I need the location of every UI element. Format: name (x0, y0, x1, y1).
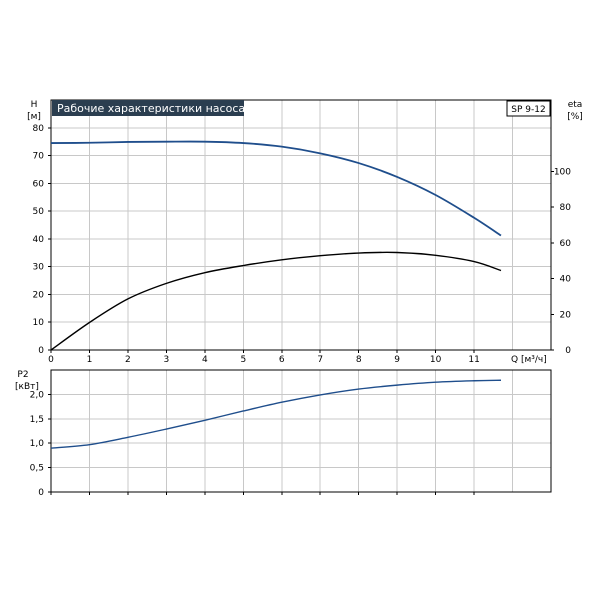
x-tick-label: 1 (87, 355, 93, 365)
efficiency-curve (50, 251, 502, 351)
y-right-tick-label: 80 (560, 203, 572, 213)
model-label: SP 9-12 (511, 105, 545, 115)
top-chart-ticks: 0 1 2 3 4 5 6 7 8 9 10 11 0 10 20 30 40 50 60 70 80 0 20 40 60 80… (33, 124, 572, 365)
head-curve (50, 140, 502, 237)
y-left-tick-label: 10 (33, 318, 45, 328)
y-left-tick-label: 20 (33, 290, 45, 300)
x-tick-label: 11 (468, 355, 479, 365)
y-axis-left-unit: [м] (27, 112, 41, 122)
y-axis-right-label: eta (568, 100, 583, 110)
chart-curves (50, 140, 502, 449)
p2-tick-label: 0,5 (30, 464, 44, 474)
model-label-box: SP 9-12 (506, 100, 551, 117)
p2-axis-unit: [кВт] (15, 382, 39, 392)
y-left-tick-label: 30 (33, 263, 45, 273)
x-tick-label: 6 (279, 355, 285, 365)
x-tick-label: 10 (430, 355, 442, 365)
y-left-tick-label: 80 (33, 124, 45, 134)
chart-title-box: Рабочие характеристики насоса (52, 100, 245, 116)
x-tick-label: 0 (48, 355, 54, 365)
y-right-tick-label: 100 (554, 167, 571, 177)
y-left-tick-label: 50 (33, 207, 45, 217)
y-left-tick-label: 60 (33, 179, 45, 189)
bottom-chart-grid (51, 370, 551, 492)
y-axis-left-label: H (31, 100, 38, 110)
power-curve (50, 379, 502, 449)
p2-tick-label: 1,5 (30, 415, 44, 425)
y-right-tick-label: 20 (560, 310, 572, 320)
y-left-tick-label: 70 (33, 152, 45, 162)
p2-axis-label: P2 (17, 370, 28, 380)
bottom-plot-frame (50, 369, 552, 493)
p2-tick-label: 0 (38, 488, 44, 498)
x-tick-label: 8 (356, 355, 362, 365)
x-tick-label: 9 (394, 355, 400, 365)
y-right-tick-label: 0 (565, 346, 571, 356)
bottom-chart-ticks: 0 0,5 1,0 1,5 2,0 (30, 390, 475, 498)
x-tick-label: 5 (240, 355, 246, 365)
x-tick-label: 7 (317, 355, 323, 365)
y-axis-right-unit: [%] (567, 112, 583, 122)
y-right-tick-label: 40 (560, 275, 572, 285)
y-right-tick-label: 60 (560, 239, 572, 249)
p2-tick-label: 1,0 (30, 439, 45, 449)
x-tick-label: 3 (164, 355, 170, 365)
p2-tick-label: 2,0 (30, 390, 45, 400)
y-left-tick-label: 40 (33, 235, 45, 245)
top-chart-grid (51, 100, 551, 350)
x-tick-label: 2 (125, 355, 131, 365)
chart-title: Рабочие характеристики насоса (57, 102, 245, 115)
top-plot-frame (50, 99, 552, 351)
y-left-tick-label: 0 (38, 346, 44, 356)
x-axis-label: Q [м³/ч] (511, 355, 547, 365)
x-tick-label: 4 (202, 355, 208, 365)
